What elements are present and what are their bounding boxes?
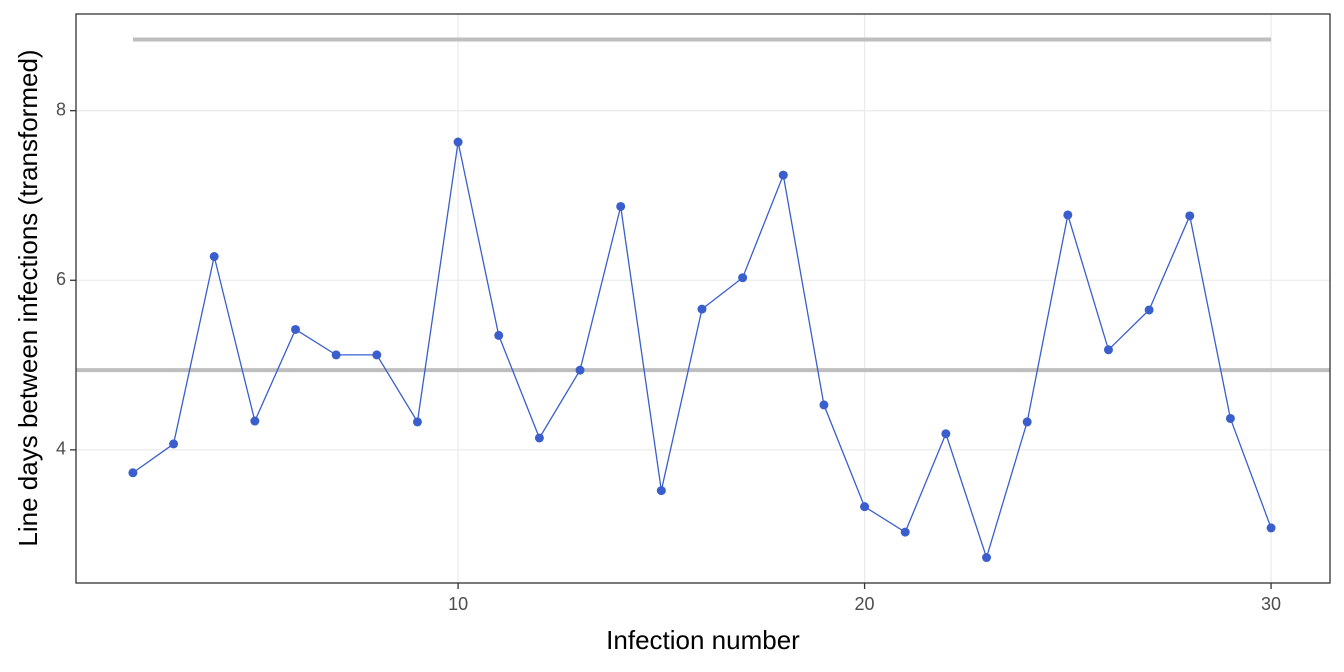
x-tick-label: 10 — [448, 594, 468, 614]
data-point — [1266, 523, 1276, 533]
y-tick-label: 6 — [56, 269, 66, 289]
data-point — [860, 502, 870, 512]
data-point — [250, 416, 260, 426]
data-point — [738, 273, 748, 283]
data-point — [575, 365, 585, 375]
x-axis-title: Infection number — [606, 625, 800, 655]
data-point — [656, 486, 666, 496]
data-point — [128, 468, 138, 478]
plot-border — [75, 13, 1331, 584]
data-point — [291, 324, 301, 334]
x-tick-label: 30 — [1261, 594, 1281, 614]
data-point — [900, 527, 910, 537]
y-axis-title: Line days between infections (transforme… — [13, 49, 43, 546]
data-point — [169, 439, 179, 449]
data-point — [1103, 345, 1113, 355]
data-point — [534, 433, 544, 443]
x-tick-label: 20 — [855, 594, 875, 614]
data-point — [982, 553, 992, 563]
data-point — [778, 170, 788, 180]
y-tick-label: 4 — [56, 439, 66, 459]
data-line — [132, 141, 1272, 560]
data-point — [1063, 210, 1073, 220]
data-point — [209, 252, 219, 262]
data-point — [453, 137, 463, 147]
data-point — [372, 350, 382, 360]
data-point — [1225, 413, 1235, 423]
data-point — [1144, 305, 1154, 315]
data-point — [941, 429, 951, 439]
y-tick-label: 8 — [56, 99, 66, 119]
data-point — [697, 304, 707, 314]
data-point — [494, 330, 504, 340]
data-point — [616, 201, 626, 211]
data-point — [819, 400, 829, 410]
data-point — [412, 417, 422, 427]
data-point — [1022, 417, 1032, 427]
data-point — [331, 350, 341, 360]
data-point — [1185, 211, 1195, 221]
